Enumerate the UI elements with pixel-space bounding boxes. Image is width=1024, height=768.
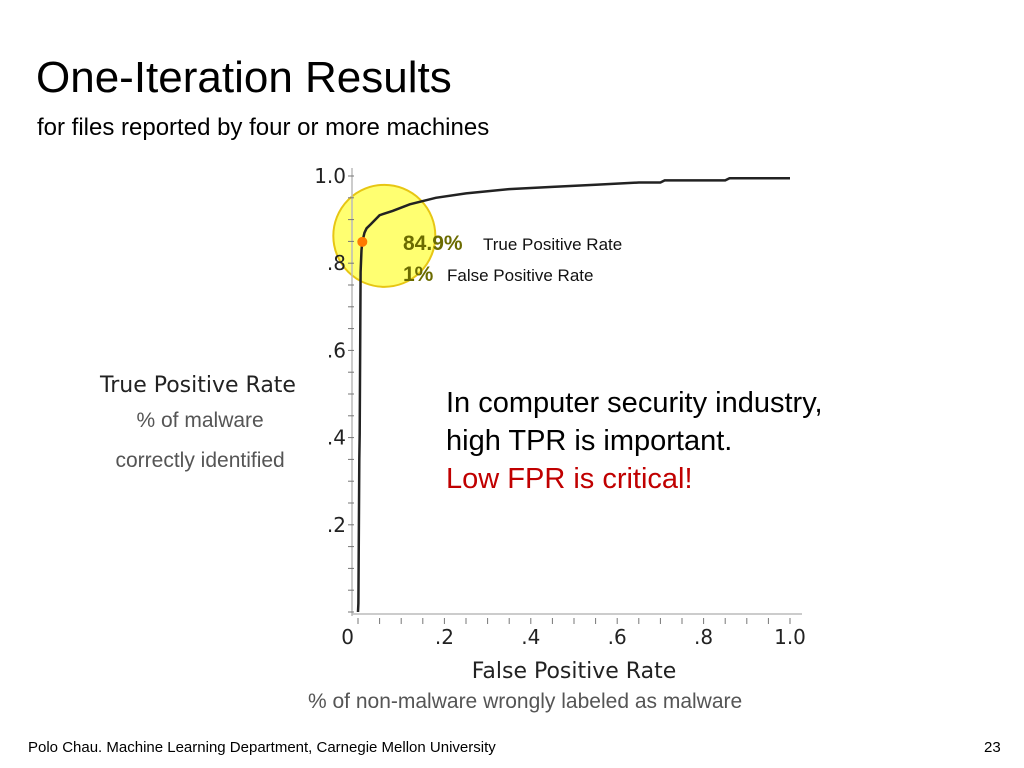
note-line-3: Low FPR is critical! xyxy=(446,463,693,495)
tpr-description-line2: correctly identified xyxy=(115,449,285,472)
x-axis-title: False Positive Rate xyxy=(472,659,676,684)
x-tick-label: .6 xyxy=(608,625,627,649)
operating-point-marker xyxy=(357,236,368,247)
y-tick-label: .4 xyxy=(327,426,346,450)
y-tick-label: .6 xyxy=(327,338,346,362)
x-tick-label: 0 xyxy=(341,625,354,649)
x-tick-label: 1.0 xyxy=(774,625,806,649)
y-tick-label: .8 xyxy=(327,251,346,275)
tpr-value: 84.9% xyxy=(403,232,463,255)
page-number: 23 xyxy=(984,739,1001,756)
y-axis-title: True Positive Rate xyxy=(100,373,296,398)
fpr-text: False Positive Rate xyxy=(447,266,593,285)
x-tick-label: .4 xyxy=(521,625,540,649)
slide-subtitle: for files reported by four or more machi… xyxy=(37,114,490,141)
tpr-description-line1: % of malware xyxy=(136,409,264,432)
footer-credit: Polo Chau. Machine Learning Department, … xyxy=(28,739,496,756)
tpr-text: True Positive Rate xyxy=(483,235,622,254)
y-tick-label: .2 xyxy=(327,513,346,537)
x-tick-label: .2 xyxy=(435,625,454,649)
x-tick-label: .8 xyxy=(694,625,713,649)
roc-curve xyxy=(356,176,790,613)
fpr-value: 1% xyxy=(403,263,434,286)
y-tick-label: 1.0 xyxy=(314,164,346,188)
slide-title: One-Iteration Results xyxy=(36,53,452,102)
security-note: In computer security industry, high TPR … xyxy=(446,384,823,498)
note-line-2: high TPR is important. xyxy=(446,425,733,457)
fpr-description: % of non-malware wrongly labeled as malw… xyxy=(308,690,743,713)
highlight-circle xyxy=(332,183,437,288)
note-line-1: In computer security industry, xyxy=(446,387,823,419)
